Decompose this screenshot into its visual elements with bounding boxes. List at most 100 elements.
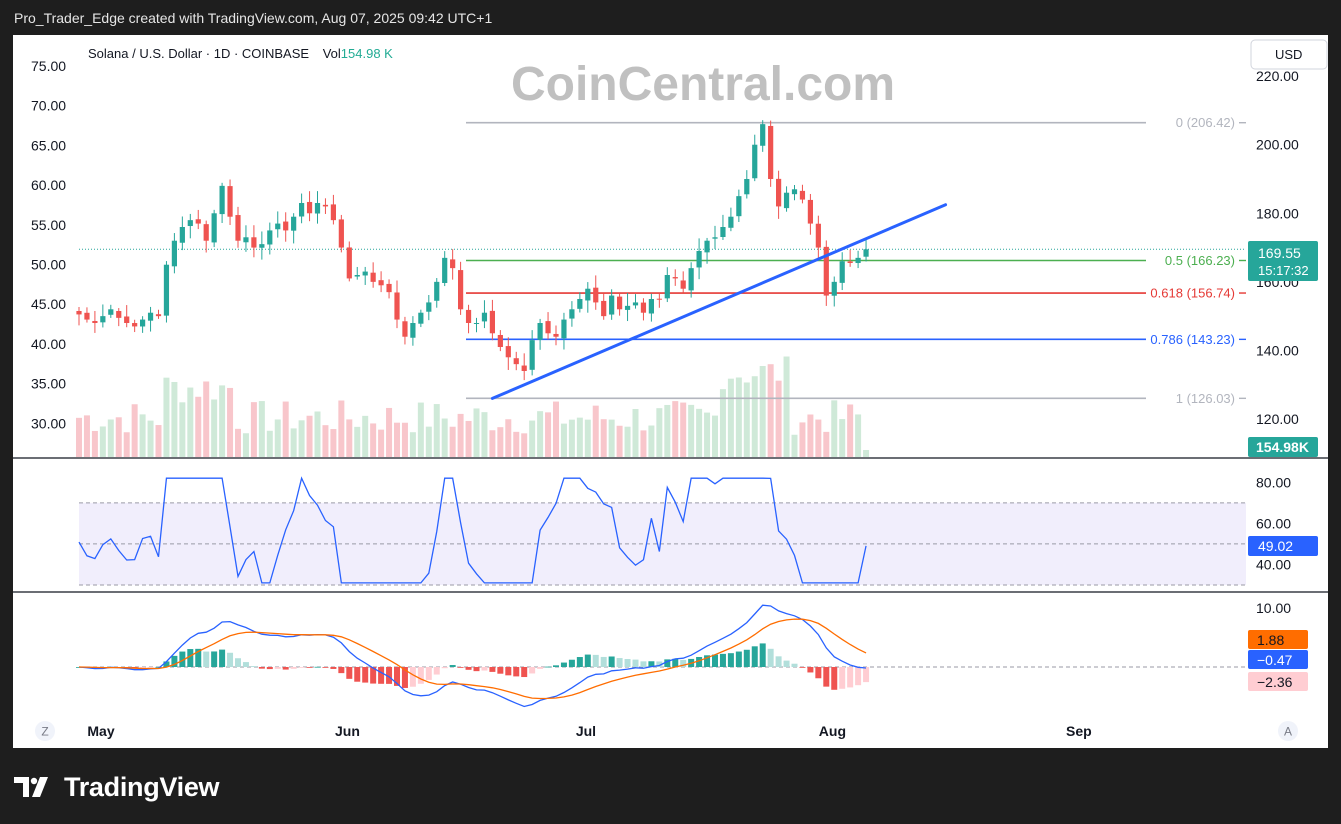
- volume-bar: [863, 450, 870, 457]
- candle-body: [561, 319, 567, 339]
- macd-histogram-bar: [863, 667, 870, 683]
- left-axis-tick: 45.00: [31, 296, 66, 312]
- macd-histogram-bar: [489, 667, 496, 672]
- volume-bar: [624, 426, 631, 457]
- candle-body: [831, 281, 837, 296]
- volume-bar: [227, 387, 234, 457]
- macd-histogram-bar: [497, 667, 504, 674]
- left-axis-tick: 60.00: [31, 177, 66, 193]
- macd-histogram-bar: [664, 659, 671, 667]
- candle-body: [100, 316, 106, 323]
- trendline[interactable]: [490, 203, 948, 400]
- candle-body: [497, 334, 503, 347]
- candle-body: [728, 216, 734, 228]
- macd-histogram-bar: [847, 667, 854, 688]
- candle: [195, 209, 201, 230]
- auto-scale-button[interactable]: A: [1278, 721, 1298, 741]
- macd-histogram-bar: [505, 667, 512, 676]
- candle: [76, 306, 82, 326]
- macd-histogram-bar: [727, 653, 734, 667]
- candle-body: [108, 309, 114, 315]
- candle: [211, 209, 217, 248]
- volume-bar: [719, 389, 726, 457]
- volume-bar: [386, 407, 393, 457]
- candle-body: [593, 287, 599, 303]
- candle: [155, 309, 162, 319]
- candle: [458, 261, 464, 315]
- auto-scale-label: A: [1284, 725, 1292, 739]
- candle-body: [147, 312, 154, 321]
- candle: [521, 353, 527, 381]
- macd-histogram-bar: [640, 661, 647, 667]
- macd-histogram-bar: [624, 659, 631, 667]
- volume-bar: [529, 420, 536, 457]
- candle-body: [712, 237, 718, 239]
- time-axis-tick: Jun: [335, 723, 360, 739]
- volume-bar: [465, 420, 472, 457]
- candle: [815, 215, 821, 260]
- candle-body: [140, 319, 146, 327]
- macd-histogram-bar: [386, 667, 393, 684]
- candle: [203, 220, 209, 253]
- fib-level-label: 0.5 (166.23): [1165, 253, 1235, 268]
- candle: [648, 293, 654, 322]
- candle: [505, 337, 511, 370]
- volume-bar: [211, 399, 218, 457]
- candle-body: [155, 314, 162, 317]
- candle: [752, 134, 758, 182]
- macd-histogram-bar: [139, 667, 146, 669]
- macd-histogram-bar: [719, 653, 726, 667]
- rsi-axis-tick: 40.00: [1256, 556, 1291, 572]
- macd-histogram-bar: [584, 654, 591, 667]
- fib-level-label: 0 (206.42): [1176, 115, 1235, 130]
- candle: [386, 279, 392, 299]
- volume-bar: [751, 376, 758, 457]
- candle-body: [386, 283, 392, 293]
- candle: [553, 325, 559, 346]
- volume-bar: [600, 419, 607, 457]
- candle: [545, 312, 551, 340]
- macd-histogram-bar: [250, 666, 257, 667]
- volume-bar: [346, 419, 353, 457]
- candle: [283, 212, 289, 242]
- zoom-reset-button[interactable]: Z: [35, 721, 55, 741]
- macd-histogram-bar: [322, 667, 329, 668]
- macd-histogram-bar: [179, 651, 186, 667]
- volume-bar: [521, 433, 528, 457]
- candle: [855, 250, 861, 269]
- macd-histogram-bar: [242, 662, 249, 667]
- volume-bar: [354, 426, 361, 457]
- volume-bar: [648, 425, 655, 457]
- macd-histogram-bar: [457, 667, 464, 668]
- time-axis-tick: Aug: [819, 723, 846, 739]
- candle-body: [338, 219, 344, 248]
- candle: [847, 249, 853, 267]
- candle: [394, 280, 400, 329]
- tradingview-logo: TradingView: [14, 770, 220, 804]
- candle: [736, 189, 742, 222]
- candle: [831, 276, 837, 307]
- rsi-line: [78, 476, 867, 584]
- macd-histogram-bar: [751, 646, 758, 667]
- candle-body: [855, 257, 861, 264]
- volume-bar: [616, 425, 623, 457]
- candle-body: [569, 309, 575, 319]
- volume-bar: [378, 429, 385, 457]
- candle: [624, 293, 631, 322]
- chart-svg[interactable]: CoinCentral.com 0 (206.42) 0.5 (166.23) 0.…: [13, 35, 1328, 748]
- macd-histogram-bar: [553, 665, 559, 667]
- macd-histogram-bar: [576, 657, 583, 667]
- volume-badge: [1248, 437, 1318, 457]
- candle-body: [346, 247, 352, 279]
- candle-body: [124, 316, 130, 323]
- time-axis-tick: Sep: [1066, 723, 1092, 739]
- candle: [314, 191, 321, 224]
- volume-bar: [735, 377, 742, 457]
- candle-body: [545, 321, 551, 334]
- candle-body: [521, 365, 527, 371]
- macd-histogram-bar: [282, 667, 289, 670]
- currency-button[interactable]: USD: [1250, 39, 1328, 70]
- time-axis-tick: Jul: [576, 723, 596, 739]
- candle-body: [227, 186, 233, 217]
- macd-histogram-bar: [274, 667, 281, 669]
